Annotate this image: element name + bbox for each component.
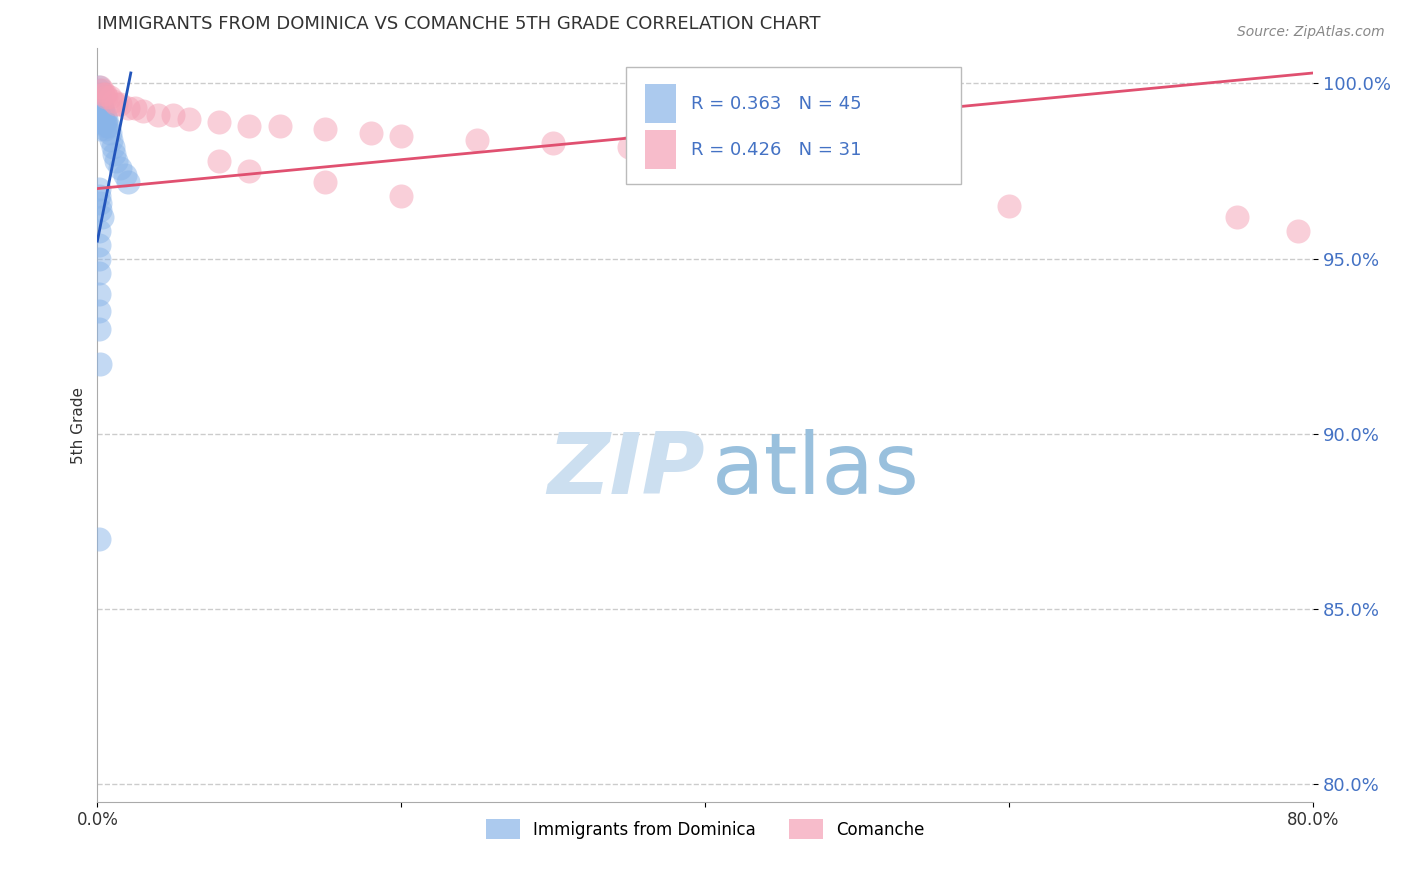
Point: [1286, 224, 1309, 238]
Point: [208, 115, 231, 129]
Text: R = 0.363   N = 45: R = 0.363 N = 45: [690, 95, 862, 112]
Point: [104, 97, 127, 112]
Legend: Immigrants from Dominica, Comanche: Immigrants from Dominica, Comanche: [479, 813, 931, 846]
Point: [96, 90, 118, 104]
Point: [314, 122, 336, 136]
Point: [100, 132, 122, 146]
Point: [89, 122, 111, 136]
Point: [90, 83, 112, 97]
Point: [87, 83, 110, 97]
Point: [94, 108, 117, 122]
Point: [543, 136, 565, 150]
Point: [87, 181, 110, 195]
Point: [98, 90, 121, 104]
Point: [97, 119, 120, 133]
Text: ZIP: ZIP: [548, 429, 706, 512]
Text: Source: ZipAtlas.com: Source: ZipAtlas.com: [1237, 25, 1385, 39]
Point: [89, 101, 111, 115]
Point: [89, 202, 111, 217]
Point: [1226, 210, 1249, 224]
Point: [87, 188, 110, 202]
Point: [117, 175, 139, 189]
Point: [89, 195, 111, 210]
Point: [87, 252, 110, 266]
Point: [89, 94, 111, 108]
Point: [108, 161, 131, 175]
Point: [96, 119, 118, 133]
Point: [87, 266, 110, 280]
Point: [177, 112, 200, 126]
Point: [94, 115, 117, 129]
Point: [93, 87, 115, 101]
Point: [87, 532, 110, 546]
Point: [87, 321, 110, 335]
Point: [98, 126, 121, 140]
Point: [87, 237, 110, 252]
Point: [360, 126, 382, 140]
Point: [114, 168, 136, 182]
Point: [90, 108, 112, 122]
Point: [89, 80, 111, 95]
FancyBboxPatch shape: [626, 67, 960, 184]
Point: [108, 97, 131, 112]
Text: R = 0.426   N = 31: R = 0.426 N = 31: [690, 141, 862, 159]
Point: [94, 87, 117, 101]
Point: [87, 286, 110, 301]
Point: [87, 304, 110, 318]
Point: [619, 139, 641, 153]
Point: [238, 119, 260, 133]
Point: [87, 87, 110, 101]
Point: [132, 104, 155, 119]
Point: [146, 108, 169, 122]
Point: [90, 101, 112, 115]
Point: [124, 101, 146, 115]
Point: [101, 94, 124, 108]
Point: [93, 112, 115, 126]
Point: [104, 153, 127, 168]
Bar: [644, 130, 676, 169]
Point: [89, 108, 111, 122]
Point: [87, 90, 110, 104]
Point: [117, 101, 139, 115]
Point: [87, 80, 110, 95]
Y-axis label: 5th Grade: 5th Grade: [72, 386, 86, 464]
Point: [87, 224, 110, 238]
Text: atlas: atlas: [711, 429, 920, 512]
Point: [103, 146, 125, 161]
Point: [89, 115, 111, 129]
Point: [87, 104, 110, 119]
Point: [94, 122, 117, 136]
Point: [314, 175, 336, 189]
Point: [465, 132, 488, 146]
Point: [93, 104, 115, 119]
Point: [90, 210, 112, 224]
Point: [998, 199, 1021, 213]
Point: [96, 112, 118, 126]
Point: [101, 139, 124, 153]
Point: [87, 112, 110, 126]
Point: [90, 115, 112, 129]
Point: [238, 164, 260, 178]
Point: [162, 108, 184, 122]
Bar: [644, 84, 676, 123]
Point: [269, 119, 291, 133]
Point: [208, 153, 231, 168]
Point: [389, 128, 412, 143]
Point: [389, 188, 412, 202]
Point: [87, 97, 110, 112]
Text: IMMIGRANTS FROM DOMINICA VS COMANCHE 5TH GRADE CORRELATION CHART: IMMIGRANTS FROM DOMINICA VS COMANCHE 5TH…: [97, 15, 821, 33]
Point: [89, 357, 111, 371]
